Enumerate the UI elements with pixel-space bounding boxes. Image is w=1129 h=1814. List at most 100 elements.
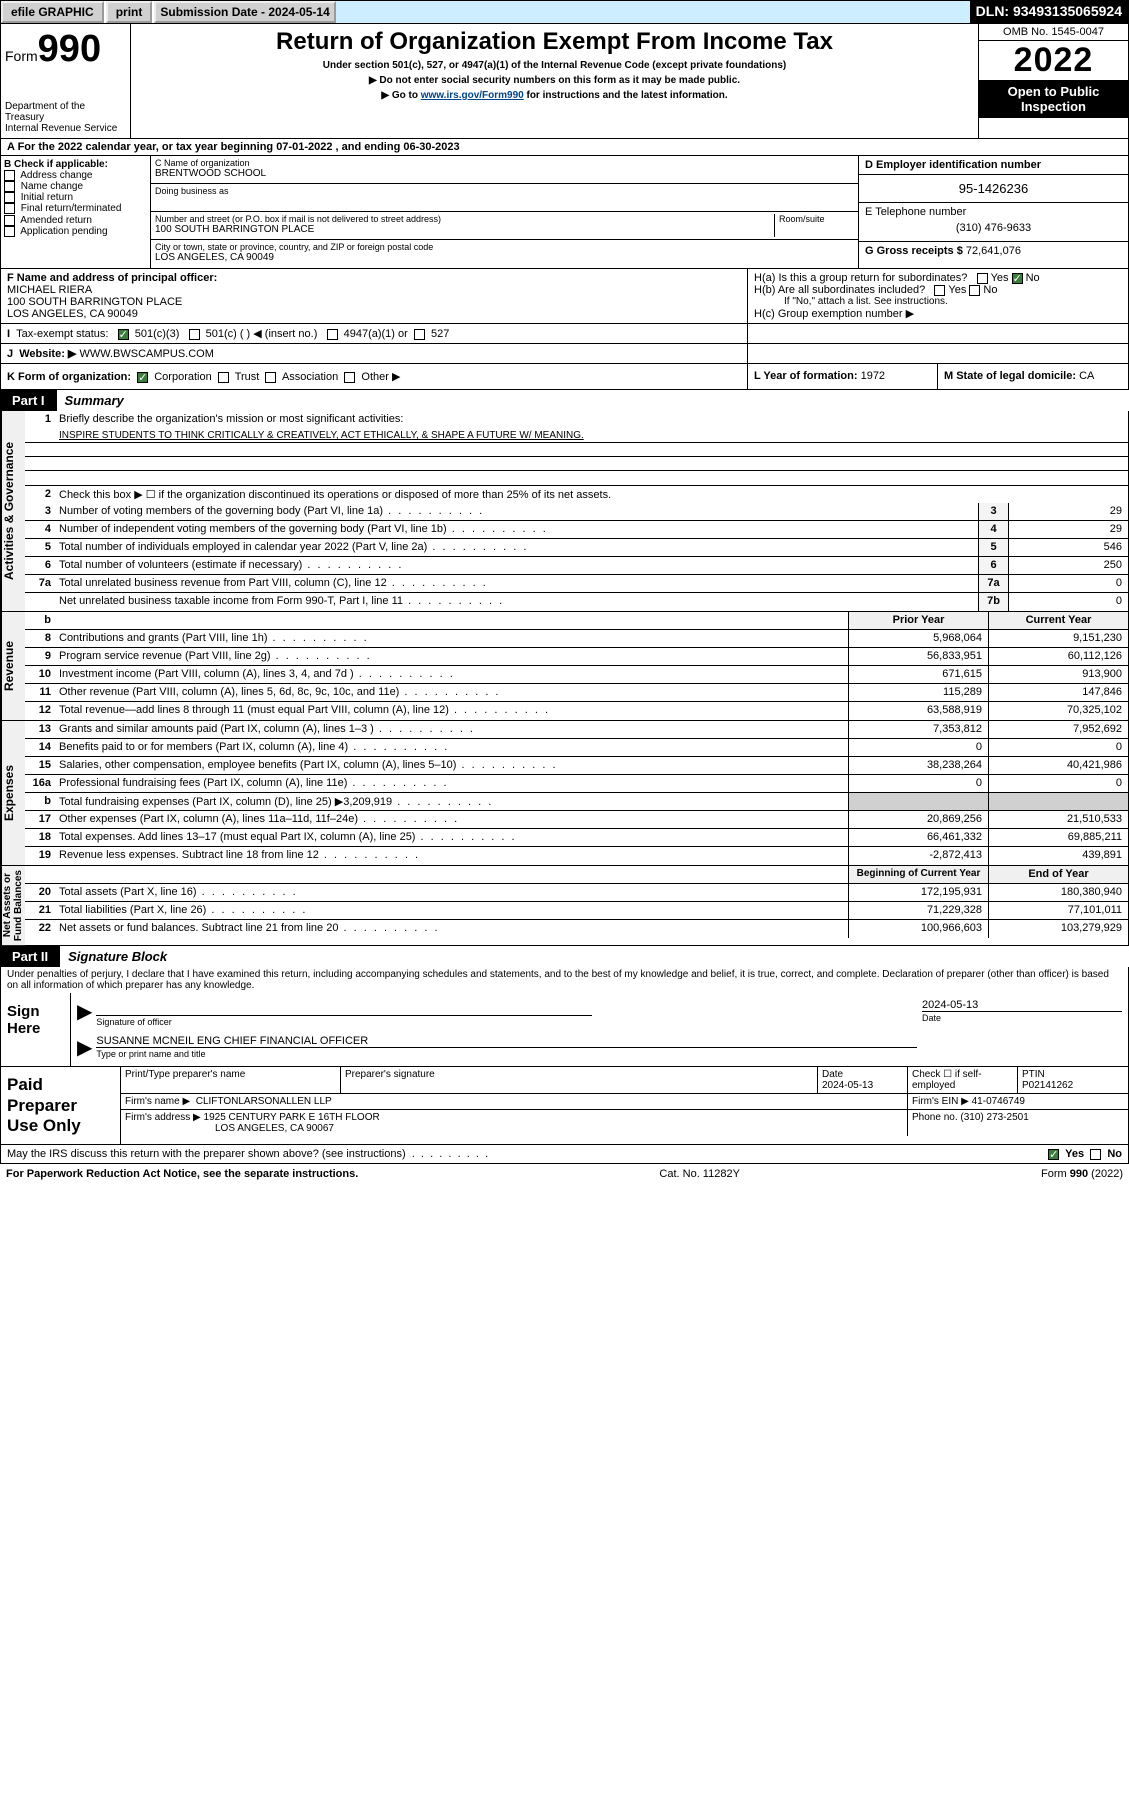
- paid-preparer-block: Paid Preparer Use Only Print/Type prepar…: [0, 1067, 1129, 1145]
- checkbox-final-return-terminated[interactable]: [4, 203, 15, 214]
- sig-officer-label: Signature of officer: [96, 1015, 591, 1027]
- gross-label: G Gross receipts $: [865, 245, 963, 257]
- summary-line: 11Other revenue (Part VIII, column (A), …: [25, 684, 1128, 702]
- row-a: A For the 2022 calendar year, or tax yea…: [0, 139, 1129, 156]
- checkbox-application-pending[interactable]: [4, 226, 15, 237]
- summary-ag: Activities & Governance 1 Briefly descri…: [0, 411, 1129, 612]
- sig-date-label: Date: [922, 1011, 1122, 1023]
- checkbox-amended-return[interactable]: [4, 215, 15, 226]
- open-inspection: Open to Public Inspection: [979, 80, 1128, 118]
- org-name: BRENTWOOD SCHOOL: [155, 168, 854, 179]
- dept-treasury: Department of the Treasury Internal Reve…: [5, 101, 126, 134]
- topbar: efile GRAPHIC print Submission Date - 20…: [0, 0, 1129, 24]
- corp-checkbox[interactable]: [137, 372, 148, 383]
- summary-line: 8Contributions and grants (Part VIII, li…: [25, 630, 1128, 648]
- 527-checkbox[interactable]: [414, 329, 425, 340]
- street: 100 SOUTH BARRINGTON PLACE: [155, 224, 774, 235]
- hb-no-checkbox[interactable]: [969, 285, 980, 296]
- summary-line: 15Salaries, other compensation, employee…: [25, 757, 1128, 775]
- summary-line: 19Revenue less expenses. Subtract line 1…: [25, 847, 1128, 865]
- firm-ein-cell: Firm's EIN ▶ 41-0746749: [908, 1094, 1128, 1109]
- box-d: D Employer identification number 95-1426…: [858, 156, 1128, 268]
- checkbox-address-change[interactable]: [4, 170, 15, 181]
- form-id-box: Form990 Department of the Treasury Inter…: [1, 24, 131, 138]
- box-b: B Check if applicable: Address change Na…: [1, 156, 151, 268]
- summary-line: 3Number of voting members of the governi…: [25, 503, 1128, 521]
- box-b-item: Address change: [4, 170, 147, 181]
- box-l: L Year of formation: 1972: [748, 364, 938, 389]
- website: WWW.BWSCAMPUS.COM: [79, 348, 213, 360]
- box-b-item: Application pending: [4, 226, 147, 237]
- tel: (310) 476-9633: [865, 218, 1122, 238]
- discuss-no-checkbox[interactable]: [1090, 1149, 1101, 1160]
- other-checkbox[interactable]: [344, 372, 355, 383]
- row-klm: K Form of organization: Corporation Trus…: [0, 364, 1129, 390]
- city-label: City or town, state or province, country…: [155, 242, 854, 252]
- sig-date: 2024-05-13: [922, 999, 1122, 1011]
- sig-arrow1: ▶: [77, 999, 92, 1027]
- mission-blank3: [25, 471, 1128, 485]
- line-2-desc: Check this box ▶ ☐ if the organization d…: [55, 486, 1128, 503]
- omb-number: OMB No. 1545-0047: [979, 24, 1128, 41]
- form-label: Form: [5, 48, 38, 64]
- box-b-item: Initial return: [4, 192, 147, 203]
- box-k: K Form of organization: Corporation Trus…: [1, 364, 748, 389]
- side-exp: Expenses: [1, 721, 25, 865]
- ha-no-checkbox[interactable]: [1012, 273, 1023, 284]
- irs-link[interactable]: www.irs.gov/Form990: [421, 90, 524, 101]
- box-b-item: Name change: [4, 181, 147, 192]
- room-label: Room/suite: [774, 214, 854, 237]
- h-a: H(a) Is this a group return for subordin…: [754, 272, 1122, 284]
- officer-addr2: LOS ANGELES, CA 90049: [7, 308, 741, 320]
- hb-yes-checkbox[interactable]: [934, 285, 945, 296]
- sign-fields: ▶ Signature of officer 2024-05-13 Date ▶…: [71, 993, 1128, 1066]
- footer-left: For Paperwork Reduction Act Notice, see …: [6, 1168, 358, 1180]
- rev-head-num: b: [25, 612, 55, 629]
- checkbox-name-change[interactable]: [4, 181, 15, 192]
- submission-date: Submission Date - 2024-05-14: [154, 1, 335, 23]
- trust-checkbox[interactable]: [218, 372, 229, 383]
- form-number: 990: [38, 28, 101, 70]
- form-title: Return of Organization Exempt From Incom…: [135, 28, 974, 56]
- topbar-spacer: [336, 1, 970, 23]
- row-fh: F Name and address of principal officer:…: [0, 269, 1129, 324]
- discuss-yes-checkbox[interactable]: [1048, 1149, 1059, 1160]
- row-i: I Tax-exempt status: 501(c)(3) 501(c) ( …: [0, 324, 1129, 344]
- box-b-title: B Check if applicable:: [4, 159, 147, 170]
- 4947-checkbox[interactable]: [327, 329, 338, 340]
- summary-line: 6Total number of volunteers (estimate if…: [25, 557, 1128, 575]
- col-eoy: End of Year: [988, 866, 1128, 883]
- row-j-right: [748, 344, 1128, 363]
- ha-yes-checkbox[interactable]: [977, 273, 988, 284]
- 501c-checkbox[interactable]: [189, 329, 200, 340]
- 501c3-checkbox[interactable]: [118, 329, 129, 340]
- part-ii-bar: Part II Signature Block: [0, 946, 1129, 967]
- dln: DLN: 93493135065924: [970, 1, 1128, 23]
- state-domicile: CA: [1079, 370, 1094, 382]
- pp-date-cell: Date2024-05-13: [818, 1067, 908, 1093]
- box-c: C Name of organization BRENTWOOD SCHOOL …: [151, 156, 858, 268]
- firm-addr-cell: Firm's address ▶ 1925 CENTURY PARK E 16T…: [121, 1110, 908, 1136]
- box-h: H(a) Is this a group return for subordin…: [748, 269, 1128, 323]
- row-i-right: [748, 324, 1128, 343]
- discuss-text: May the IRS discuss this return with the…: [7, 1148, 1048, 1160]
- summary-line: 21Total liabilities (Part X, line 26)71,…: [25, 902, 1128, 920]
- part-i-tab: Part I: [0, 390, 57, 411]
- box-b-item: Amended return: [4, 215, 147, 226]
- checkbox-initial-return[interactable]: [4, 192, 15, 203]
- printed-name-label: Type or print name and title: [96, 1047, 916, 1059]
- discuss-row: May the IRS discuss this return with the…: [0, 1145, 1129, 1164]
- sig-arrow2: ▶: [77, 1035, 92, 1060]
- side-ag: Activities & Governance: [1, 411, 25, 611]
- assoc-checkbox[interactable]: [265, 372, 276, 383]
- line-2-num: 2: [25, 486, 55, 503]
- gross-row: G Gross receipts $ 72,641,076: [859, 242, 1128, 260]
- efile-button[interactable]: efile GRAPHIC: [1, 1, 104, 23]
- part-i-title: Summary: [57, 390, 1129, 411]
- city-row: City or town, state or province, country…: [151, 240, 858, 268]
- tax-exempt-status: I Tax-exempt status: 501(c)(3) 501(c) ( …: [1, 324, 748, 343]
- omb-box: OMB No. 1545-0047 2022 Open to Public In…: [978, 24, 1128, 138]
- col-current-year: Current Year: [988, 612, 1128, 629]
- summary-line: 7aTotal unrelated business revenue from …: [25, 575, 1128, 593]
- print-button[interactable]: print: [106, 1, 153, 23]
